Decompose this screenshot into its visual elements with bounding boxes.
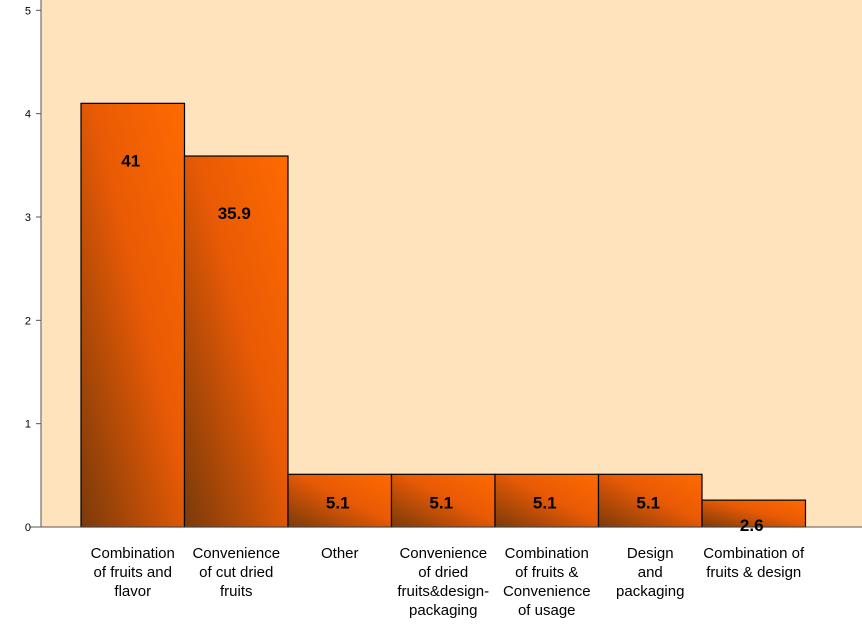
x-category-label: of fruits &: [515, 564, 578, 581]
x-category-label: Other: [321, 545, 359, 562]
x-category-label: and: [638, 564, 663, 581]
x-category-label: of cut dried: [199, 564, 273, 581]
x-category-label: of fruits and: [94, 564, 172, 581]
y-tick-label: 0: [25, 522, 31, 534]
bar: [183, 155, 289, 528]
bar-data-label: 5.1: [533, 493, 557, 512]
x-category-label: packaging: [409, 602, 477, 619]
x-category-label: fruits & design: [706, 564, 801, 581]
x-category-label: flavor: [114, 583, 151, 600]
x-category-label: Convenience: [192, 545, 280, 562]
bar-data-label: 2.6: [740, 516, 764, 535]
y-tick-label: 3: [25, 212, 31, 224]
x-category-label: Convenience: [503, 583, 591, 600]
x-category-label: of usage: [518, 602, 576, 619]
x-category-label: fruits&design-: [397, 583, 489, 600]
bar-data-label: 5.1: [429, 493, 453, 512]
x-category-label: of dried: [418, 564, 468, 581]
x-category-label: Combination: [91, 545, 175, 562]
x-category-label: packaging: [616, 583, 684, 600]
y-tick-label: 5: [25, 5, 31, 17]
y-tick-label: 4: [25, 109, 31, 121]
x-category-label: Design: [627, 545, 674, 562]
x-category-label: Combination of: [703, 545, 805, 562]
bar-data-label: 5.1: [326, 493, 350, 512]
x-category-label: Convenience: [399, 545, 487, 562]
bar: [701, 499, 807, 528]
bar-data-label: 41: [121, 151, 140, 170]
bar-data-label: 35.9: [218, 204, 251, 223]
bar-data-label: 5.1: [636, 493, 660, 512]
bar: [80, 102, 186, 528]
y-tick-label: 1: [25, 419, 31, 431]
y-tick-label: 2: [25, 315, 31, 327]
bar: [287, 473, 393, 528]
x-category-label: Combination: [505, 545, 589, 562]
x-category-label: fruits: [220, 583, 253, 600]
